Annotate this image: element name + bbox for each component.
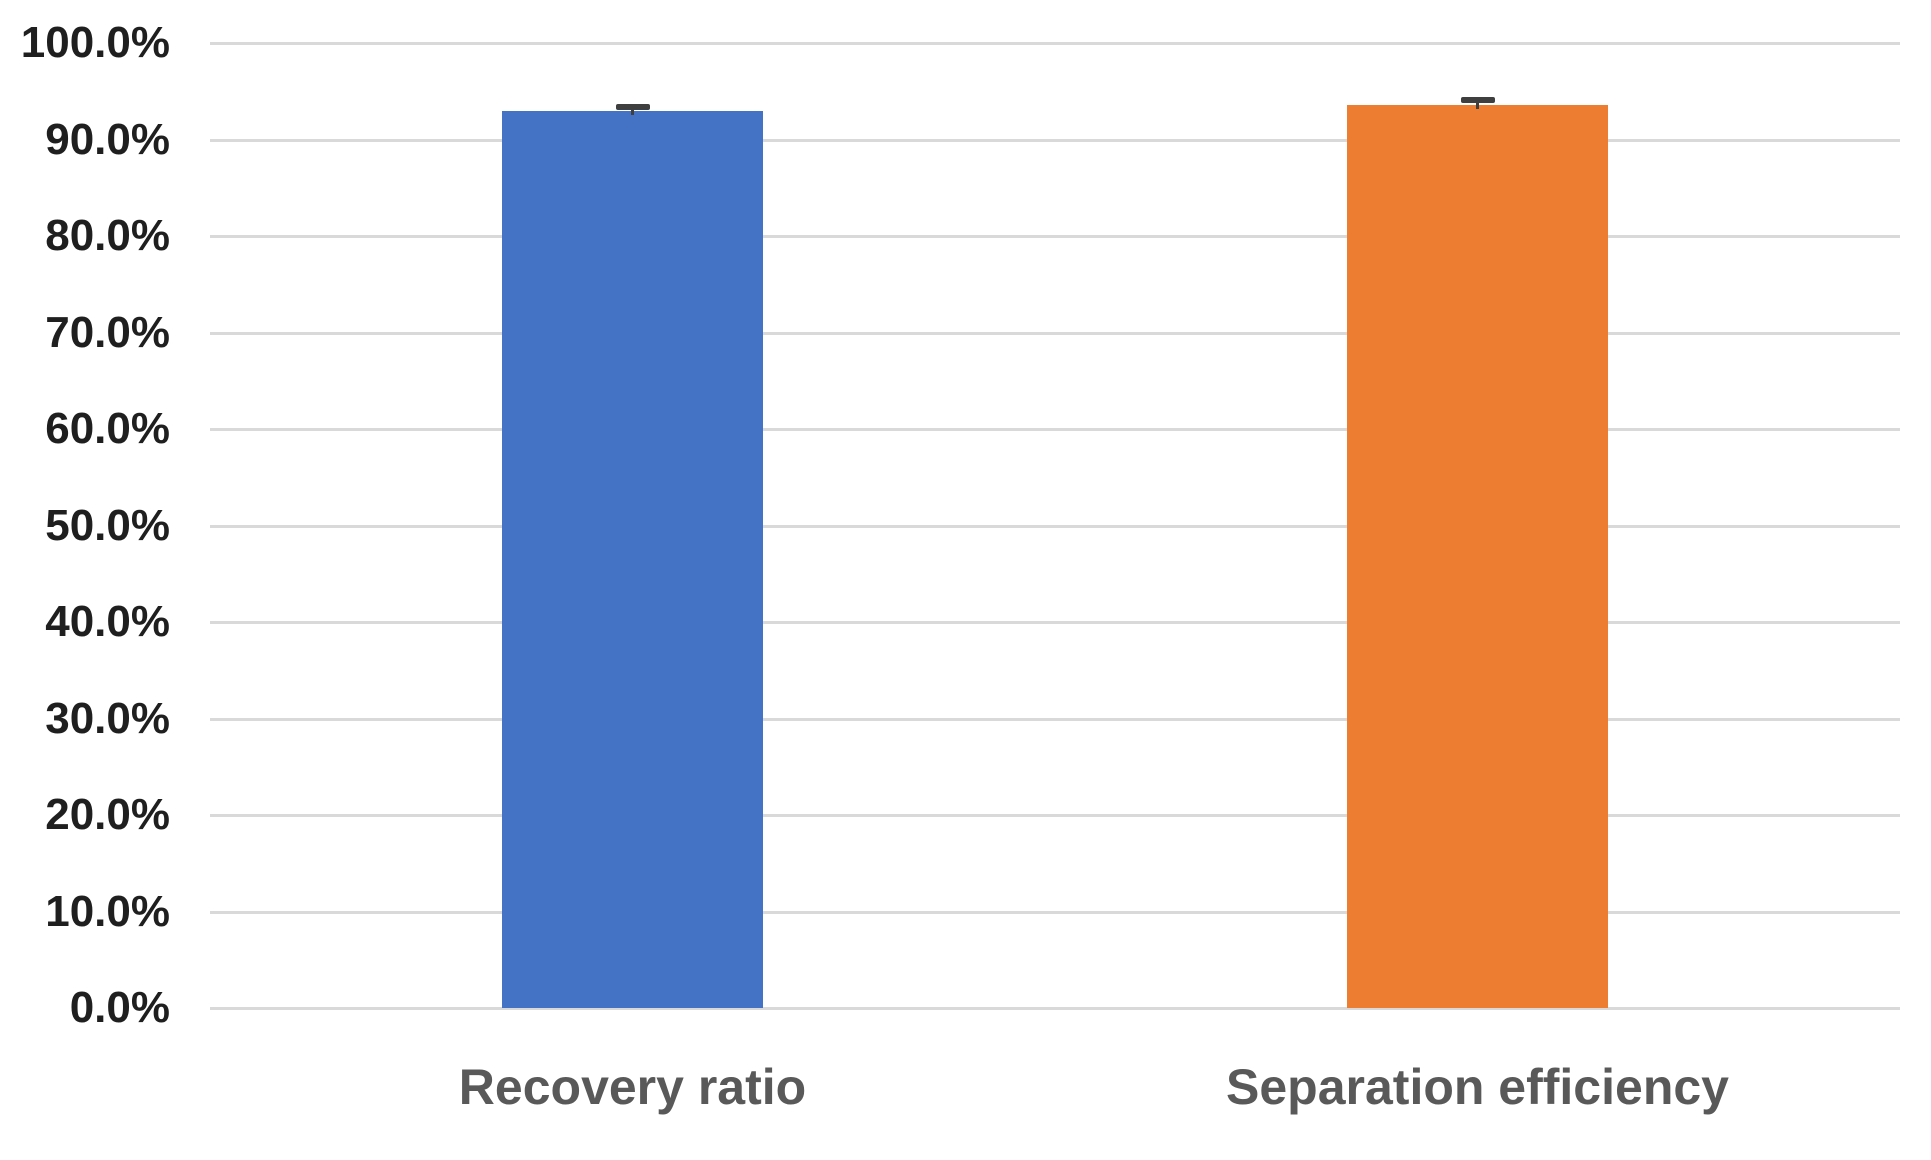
bar-recovery-ratio [502,110,763,1008]
gridline-100 [210,42,1900,45]
gridline-50 [210,524,1900,528]
bar-separation-efficiency [1347,104,1608,1008]
gridline-0 [210,1007,1900,1010]
gridline-70 [210,331,1900,335]
y-tick-label: 80.0% [45,211,170,260]
plot-area [210,42,1900,1010]
y-tick-label: 0.0% [69,983,170,1032]
gridline-20 [210,814,1900,817]
error-bar-stem-separation-efficiency [1476,99,1479,109]
y-tick-label: 20.0% [45,790,170,839]
gridline-60 [210,428,1900,431]
error-bar-stem-recovery-ratio [631,106,634,115]
y-tick-label: 90.0% [45,114,170,164]
x-category-label-separation-efficiency: Separation efficiency [1226,1059,1729,1115]
y-tick-label: 70.0% [45,307,170,357]
y-tick-label: 40.0% [45,597,170,646]
gridline-90 [210,138,1900,142]
gridline-30 [210,717,1900,721]
gridline-40 [210,621,1900,624]
y-tick-label: 10.0% [45,886,170,936]
y-tick-label: 100.0% [20,18,170,67]
y-tick-label: 60.0% [45,404,170,453]
gridline-10 [210,910,1900,914]
y-tick-label: 50.0% [45,500,170,550]
x-category-label-recovery-ratio: Recovery ratio [458,1059,807,1115]
error-bar-cap-separation-efficiency [1460,96,1495,103]
error-bar-cap-recovery-ratio [615,103,650,110]
y-tick-label: 30.0% [45,693,170,743]
gridline-80 [210,235,1900,238]
